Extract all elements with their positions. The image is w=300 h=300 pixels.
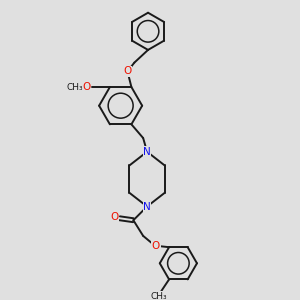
Text: N: N bbox=[143, 147, 151, 157]
Text: O: O bbox=[123, 66, 132, 76]
Text: O: O bbox=[152, 241, 160, 251]
Text: O: O bbox=[82, 82, 90, 92]
Text: N: N bbox=[143, 202, 151, 212]
Text: CH₃: CH₃ bbox=[66, 82, 83, 91]
Text: CH₃: CH₃ bbox=[151, 292, 168, 300]
Text: O: O bbox=[111, 212, 119, 222]
